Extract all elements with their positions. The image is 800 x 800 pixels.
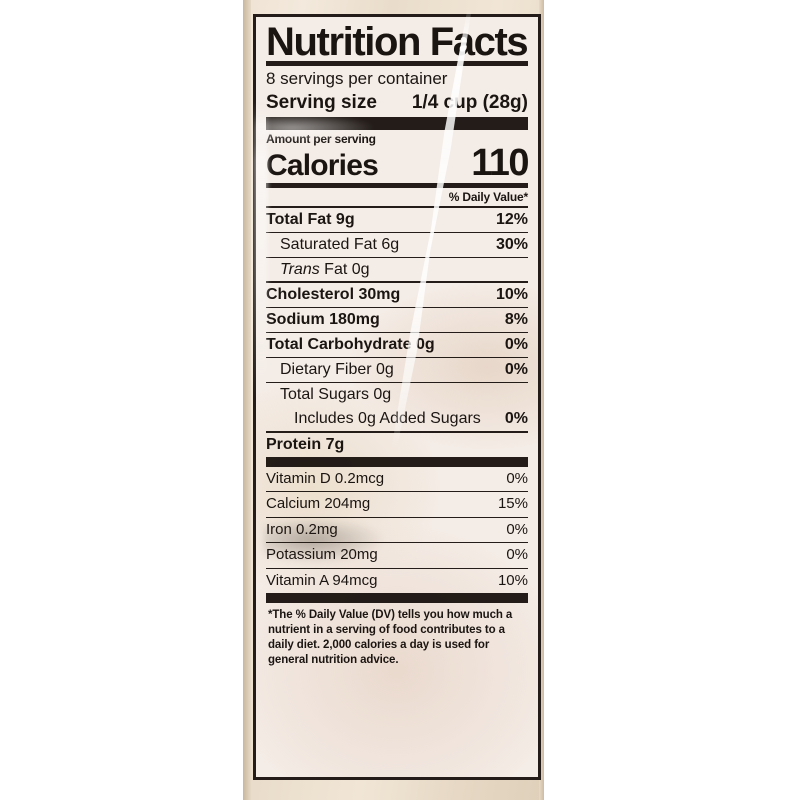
trans-fat-italic-prefix: Trans bbox=[280, 260, 320, 278]
divider-row bbox=[266, 542, 528, 544]
nutrient-row-trans-fat: Trans Fat 0g bbox=[266, 258, 528, 282]
micronutrient-dv-vitamin-d: 0% bbox=[506, 469, 528, 487]
micronutrient-row-potassium: Potassium 20mg 0% bbox=[266, 543, 528, 568]
servings-per-container: 8 servings per container bbox=[266, 69, 448, 89]
divider-row bbox=[266, 491, 528, 493]
divider-thick-before-footnote bbox=[266, 593, 528, 604]
nutrient-dv-added-sugars: 0% bbox=[504, 409, 528, 427]
nutrient-row-cholesterol: Cholesterol 30mg 10% bbox=[266, 283, 528, 307]
nutrient-row-added-sugars: Includes 0g Added Sugars 0% bbox=[266, 407, 528, 431]
micronutrient-row-vitamin-d: Vitamin D 0.2mcg 0% bbox=[266, 467, 528, 492]
nutrient-name-total-carbohydrate: Total Carbohydrate 0g bbox=[266, 336, 435, 354]
micronutrient-name-potassium: Potassium 20mg bbox=[266, 546, 378, 564]
nutrient-name-dietary-fiber: Dietary Fiber 0g bbox=[280, 361, 394, 379]
nutrient-name-added-sugars: Includes 0g Added Sugars bbox=[294, 409, 481, 427]
nutrient-dv-saturated-fat: 30% bbox=[495, 235, 528, 253]
micronutrient-row-vitamin-a: Vitamin A 94mcg 10% bbox=[266, 569, 528, 594]
nutrient-row-total-fat: Total Fat 9g 12% bbox=[266, 208, 528, 232]
nutrition-facts-panel: Nutrition Facts 8 servings per container… bbox=[253, 14, 541, 780]
nutrient-row-total-carbohydrate: Total Carbohydrate 0g 0% bbox=[266, 333, 528, 357]
divider-row bbox=[266, 516, 528, 518]
calories-label: Calories bbox=[266, 148, 379, 182]
micronutrient-dv-calcium: 15% bbox=[497, 495, 528, 513]
nutrient-name-sodium: Sodium 180mg bbox=[266, 311, 380, 329]
nutrient-row-protein: Protein 7g bbox=[266, 433, 528, 457]
nutrient-name-total-sugars: Total Sugars 0g bbox=[280, 386, 392, 404]
nutrient-dv-cholesterol: 10% bbox=[495, 286, 528, 304]
calories-value: 110 bbox=[471, 141, 529, 184]
trans-fat-rest: Fat 0g bbox=[319, 260, 370, 278]
micronutrient-dv-vitamin-a: 10% bbox=[497, 571, 528, 589]
nutrient-row-sodium: Sodium 180mg 8% bbox=[266, 308, 528, 332]
nutrient-dv-sodium: 8% bbox=[504, 311, 528, 329]
divider-thick-before-micronutrients bbox=[266, 456, 528, 467]
serving-size-row: Serving size 1/4 cup (28g) bbox=[266, 91, 528, 117]
daily-value-footnote: *The % Daily Value (DV) tells you how mu… bbox=[268, 609, 513, 667]
page-title: Nutrition Facts bbox=[266, 20, 529, 64]
micronutrient-dv-potassium: 0% bbox=[506, 546, 528, 564]
micronutrient-name-calcium: Calcium 204mg bbox=[266, 495, 371, 513]
micronutrient-name-iron: Iron 0.2mg bbox=[266, 520, 338, 538]
micronutrient-name-vitamin-d: Vitamin D 0.2mcg bbox=[266, 469, 385, 487]
serving-size-value: 1/4 cup (28g) bbox=[411, 91, 528, 113]
nutrient-name-protein: Protein 7g bbox=[266, 435, 345, 453]
divider-thick-after-serving-size bbox=[266, 116, 528, 130]
calories-row: Calories 110 bbox=[266, 141, 529, 184]
micronutrient-name-vitamin-a: Vitamin A 94mcg bbox=[266, 571, 378, 589]
daily-value-header: % Daily Value* bbox=[448, 189, 528, 204]
nutrient-dv-total-carbohydrate: 0% bbox=[504, 336, 528, 354]
nutrient-row-dietary-fiber: Dietary Fiber 0g 0% bbox=[266, 358, 528, 382]
nutrient-row-saturated-fat: Saturated Fat 6g 30% bbox=[266, 233, 528, 257]
nutrient-row-total-sugars: Total Sugars 0g bbox=[266, 383, 528, 407]
nutrient-dv-total-fat: 12% bbox=[495, 210, 528, 228]
nutrient-name-total-fat: Total Fat 9g bbox=[266, 210, 355, 228]
micronutrient-row-calcium: Calcium 204mg 15% bbox=[266, 492, 528, 517]
micronutrient-dv-iron: 0% bbox=[506, 520, 528, 538]
nutrient-name-cholesterol: Cholesterol 30mg bbox=[266, 286, 401, 304]
micronutrient-row-iron: Iron 0.2mg 0% bbox=[266, 518, 528, 543]
nutrient-dv-dietary-fiber: 0% bbox=[504, 361, 528, 379]
serving-size-label: Serving size bbox=[266, 91, 377, 113]
divider-row bbox=[266, 567, 528, 569]
panel-bottom-spacer bbox=[266, 668, 528, 772]
nutrient-name-saturated-fat: Saturated Fat 6g bbox=[280, 235, 400, 253]
nutrient-name-trans-fat: Trans Fat 0g bbox=[266, 261, 370, 279]
